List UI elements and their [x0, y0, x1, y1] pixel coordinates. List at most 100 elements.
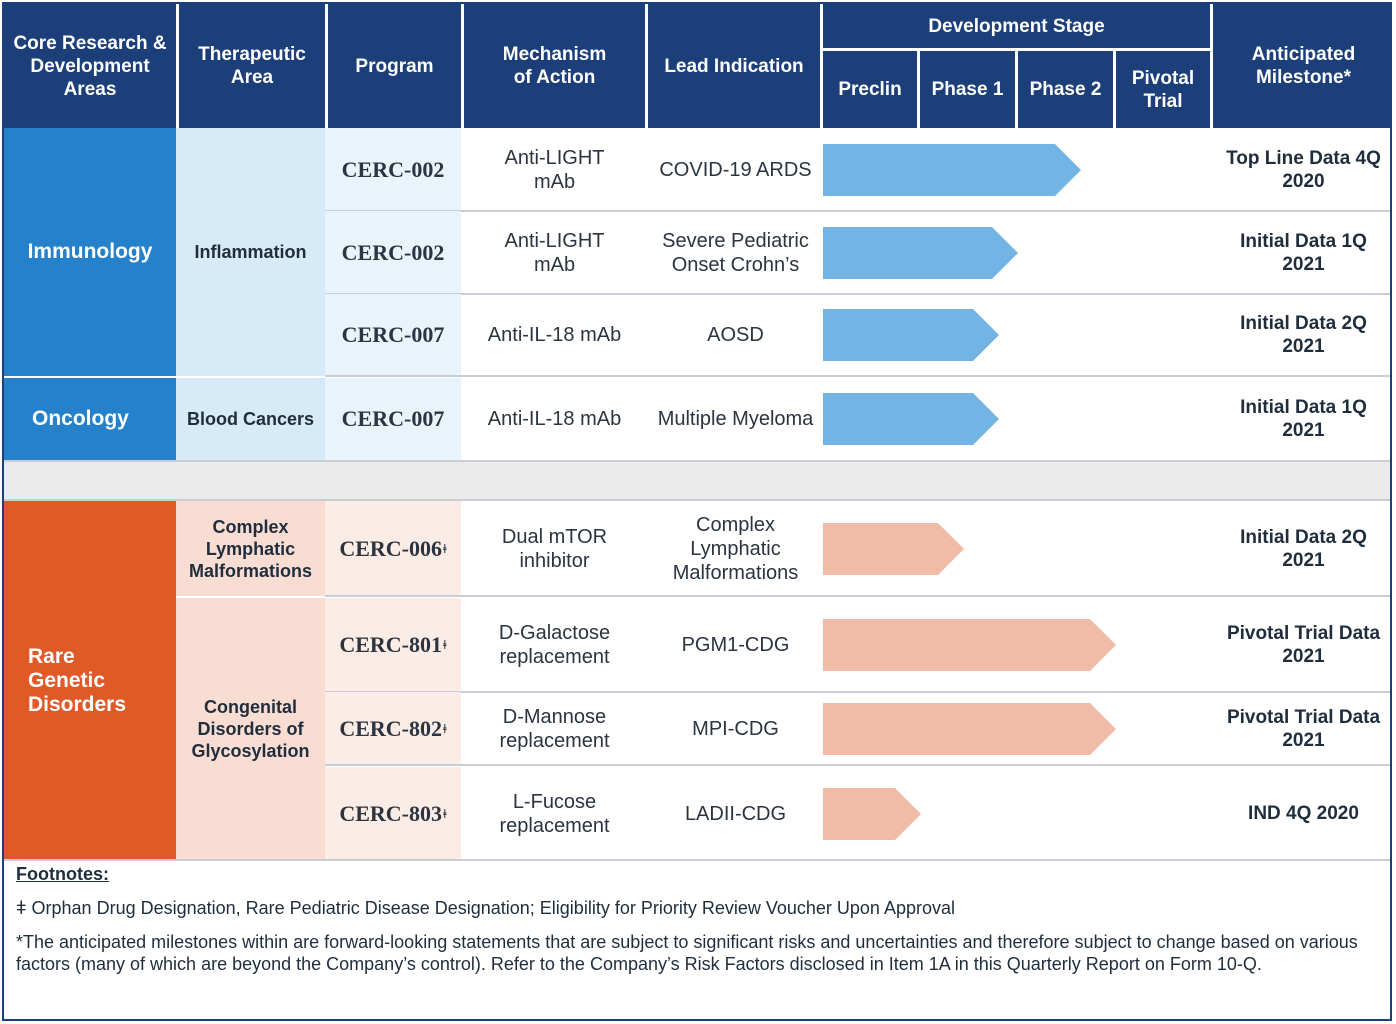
mechanism-cell: D-Mannose replacement	[461, 692, 648, 765]
mechanism-text: Anti-LIGHT mAb	[504, 229, 605, 276]
progress-arrow	[823, 309, 999, 361]
header-area-label: Core Research & Development Areas	[13, 32, 167, 100]
header-stage-pivotal: Pivotal Trial	[1116, 51, 1210, 128]
milestone-cell: Initial Data 1Q 2021	[1213, 378, 1390, 460]
mechanism-text: Anti-IL-18 mAb	[487, 324, 622, 346]
group-spacer	[4, 460, 1390, 501]
row-divider	[325, 293, 1390, 295]
header-divider	[820, 4, 823, 128]
program-cell: CERC-803 ǂ	[325, 767, 461, 860]
indication-text: LADII-CDG	[684, 802, 787, 825]
area-immunology: Immunology	[4, 128, 176, 376]
indication-cell: PGM1-CDG	[648, 598, 823, 692]
header-stage-label: Development Stage	[928, 15, 1105, 37]
progress-bar	[823, 703, 1116, 755]
milestone-text: Top Line Data 4Q 2020	[1226, 147, 1381, 192]
progress-arrow	[823, 227, 1018, 279]
header-divider	[1210, 4, 1213, 128]
dagger-mark: ǂ	[443, 805, 447, 821]
area-divider	[4, 376, 176, 378]
header-divider	[823, 48, 1210, 51]
therapeutic-blood-cancers: Blood Cancers	[176, 378, 325, 460]
progress-arrow	[823, 144, 1081, 196]
indication-text: Complex Lymphatic Malformations	[672, 513, 799, 584]
program-name: CERC-803	[339, 800, 443, 826]
program-cell: CERC-002	[325, 211, 461, 294]
mechanism-text: D-Galactose replacement	[498, 622, 611, 668]
stage-phase2-label: Phase 2	[1029, 79, 1102, 100]
indication-cell: MPI-CDG	[648, 692, 823, 765]
program-cell: CERC-007	[325, 294, 461, 376]
progress-arrow	[823, 523, 964, 575]
header-stage-phase2: Phase 2	[1018, 51, 1113, 128]
progress-bar	[823, 393, 999, 445]
header-program-label: Program	[355, 55, 434, 77]
progress-arrow	[823, 393, 999, 445]
therapeutic-inflammation: Inflammation	[176, 128, 325, 376]
mechanism-text: Anti-IL-18 mAb	[487, 408, 622, 430]
header-stage-phase1: Phase 1	[920, 51, 1015, 128]
footnotes-title: Footnotes:	[16, 864, 109, 884]
mechanism-cell: L-Fucose replacement	[461, 767, 648, 860]
progress-arrow	[823, 619, 1116, 671]
dagger-mark: ǂ	[443, 540, 447, 556]
program-name: CERC-802	[339, 715, 443, 741]
header-stage-preclin: Preclin	[823, 51, 917, 128]
header-divider	[1015, 51, 1018, 128]
milestone-cell: Pivotal Trial Data 2021	[1213, 598, 1390, 692]
milestone-text: Initial Data 2Q 2021	[1240, 526, 1367, 571]
program-name: CERC-006	[339, 535, 443, 561]
program-name: CERC-801	[339, 632, 443, 657]
milestone-cell: Initial Data 2Q 2021	[1213, 294, 1390, 376]
area-rare-genetic: Rare Genetic Disorders	[4, 501, 176, 860]
header-indication: Lead Indication	[648, 4, 820, 128]
milestone-cell: Pivotal Trial Data 2021	[1213, 692, 1390, 765]
therapeutic-inflammation-label: Inflammation	[194, 242, 307, 262]
program-cell: CERC-007	[325, 378, 461, 460]
header-therapeutic: Therapeutic Area	[179, 4, 325, 128]
header-therapeutic-label: Therapeutic Area	[198, 44, 306, 88]
milestone-text: Initial Data 2Q 2021	[1240, 313, 1367, 357]
mechanism-cell: Anti-IL-18 mAb	[461, 294, 648, 376]
milestone-cell: Initial Data 2Q 2021	[1213, 501, 1390, 596]
indication-cell: AOSD	[648, 294, 823, 376]
stage-phase1-label: Phase 1	[931, 79, 1004, 100]
milestone-text: Pivotal Trial Data 2021	[1226, 706, 1381, 751]
row-divider	[325, 691, 1390, 693]
mechanism-cell: Dual mTOR inhibitor	[461, 501, 648, 596]
row-divider	[325, 210, 1390, 212]
area-oncology: Oncology	[4, 378, 176, 460]
footnote-dagger-text: Orphan Drug Designation, Rare Pediatric …	[31, 898, 955, 918]
therapeutic-clm: Complex Lymphatic Malformations	[176, 501, 325, 596]
header-indication-label: Lead Indication	[664, 55, 804, 77]
row-divider	[325, 764, 1390, 766]
dagger-symbol: ǂ	[16, 898, 27, 918]
header-mechanism-label: Mechanism of Action	[502, 44, 607, 88]
program-name: CERC-002	[341, 156, 445, 182]
indication-cell: Complex Lymphatic Malformations	[648, 501, 823, 596]
indication-text: AOSD	[707, 324, 764, 346]
therapeutic-divider	[176, 376, 325, 378]
header-divider	[1113, 51, 1116, 128]
therapeutic-clm-label: Complex Lymphatic Malformations	[188, 516, 312, 581]
stage-preclin-label: Preclin	[838, 79, 902, 100]
program-cell: CERC-802 ǂ	[325, 692, 461, 765]
indication-cell: Multiple Myeloma	[648, 378, 823, 460]
footnotes: Footnotes: ǂ Orphan Drug Designation, Ra…	[16, 864, 1382, 975]
dagger-mark: ǂ	[443, 720, 447, 736]
header-milestone-label: Anticipated Milestone*	[1251, 44, 1356, 88]
indication-text: Severe Pediatric Onset Crohn’s	[662, 229, 809, 276]
progress-bar	[823, 144, 1081, 196]
indication-text: Multiple Myeloma	[657, 408, 814, 430]
header-stage: Development Stage	[823, 4, 1210, 48]
progress-bar	[823, 619, 1116, 671]
program-cell: CERC-002	[325, 128, 461, 211]
progress-arrow	[823, 788, 921, 840]
header-divider	[645, 4, 648, 128]
header-area: Core Research & Development Areas	[4, 4, 176, 128]
header-program: Program	[328, 4, 461, 128]
therapeutic-divider	[176, 596, 325, 598]
progress-arrow	[823, 703, 1116, 755]
indication-cell: COVID-19 ARDS	[648, 128, 823, 211]
